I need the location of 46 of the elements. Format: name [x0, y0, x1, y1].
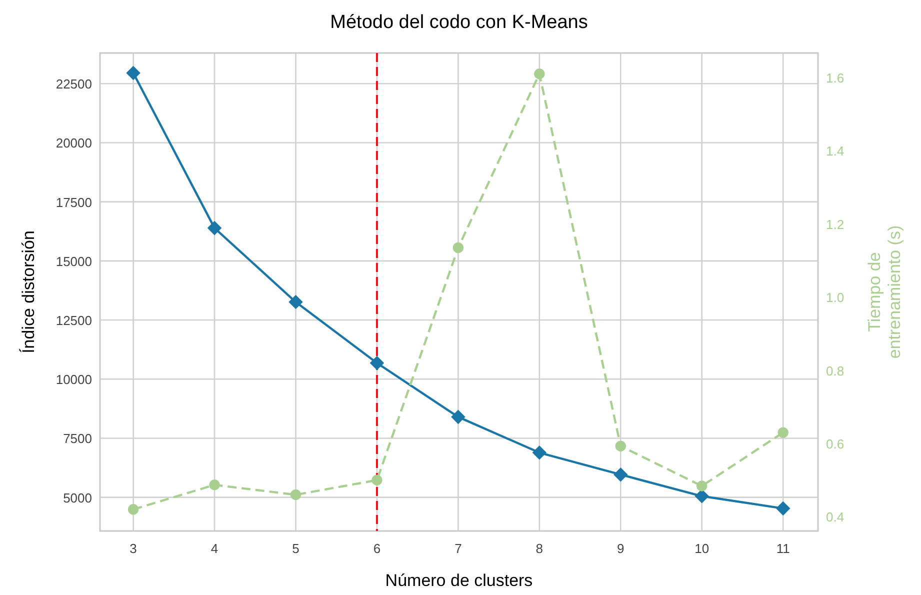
point [126, 66, 140, 80]
y-tick-label: 5000 [63, 490, 92, 506]
chart-title: Método del codo con K-Means [330, 12, 588, 33]
x-tick-label: 8 [536, 541, 544, 556]
y-tick-label: 15000 [56, 254, 92, 269]
x-tick-label: 7 [454, 541, 462, 556]
point [696, 480, 708, 492]
point [452, 242, 464, 254]
y2-tick-label: 0.4 [826, 510, 844, 525]
y2-tick-label: 1.0 [826, 290, 844, 306]
point [128, 504, 139, 515]
point [534, 68, 545, 80]
y-tick-label: 7500 [63, 431, 92, 446]
x-tick-label: 4 [210, 541, 218, 556]
point [370, 356, 384, 370]
x-tick-label: 5 [292, 541, 300, 556]
point [372, 474, 382, 486]
x-tick-label: 6 [373, 541, 381, 556]
point [613, 467, 628, 482]
x-tick-label: 3 [130, 541, 137, 556]
y-tick-label: 22500 [56, 76, 92, 92]
x-axis-title: Número de clusters [385, 571, 533, 590]
y2-tick-label: 0.6 [826, 436, 844, 452]
x-tick-label: 10 [694, 541, 710, 556]
x-tick-label: 11 [776, 541, 790, 556]
y-axis-title: Índice distorsión [19, 230, 38, 354]
y-tick-label: 17500 [56, 194, 92, 210]
y-tick-label: 20000 [56, 136, 92, 151]
y2-tick-label: 1.6 [826, 70, 844, 86]
y2-tick-label: 0.8 [826, 363, 844, 378]
point [694, 488, 709, 504]
point [451, 410, 466, 424]
x-tick-label: 9 [617, 541, 624, 556]
point [776, 501, 790, 516]
point [209, 480, 220, 490]
point [207, 220, 222, 236]
y2-axis-title: Tiempo de entrenamiento (s) [865, 225, 904, 359]
y2-tick-label: 1.4 [826, 144, 844, 159]
point [532, 445, 547, 460]
point [778, 427, 788, 438]
y-tick-label: 12500 [56, 313, 92, 328]
y-tick-label: 10000 [56, 372, 92, 388]
point [290, 489, 302, 500]
point [615, 440, 626, 452]
y2-tick-label: 1.2 [826, 216, 844, 232]
point [288, 294, 303, 310]
